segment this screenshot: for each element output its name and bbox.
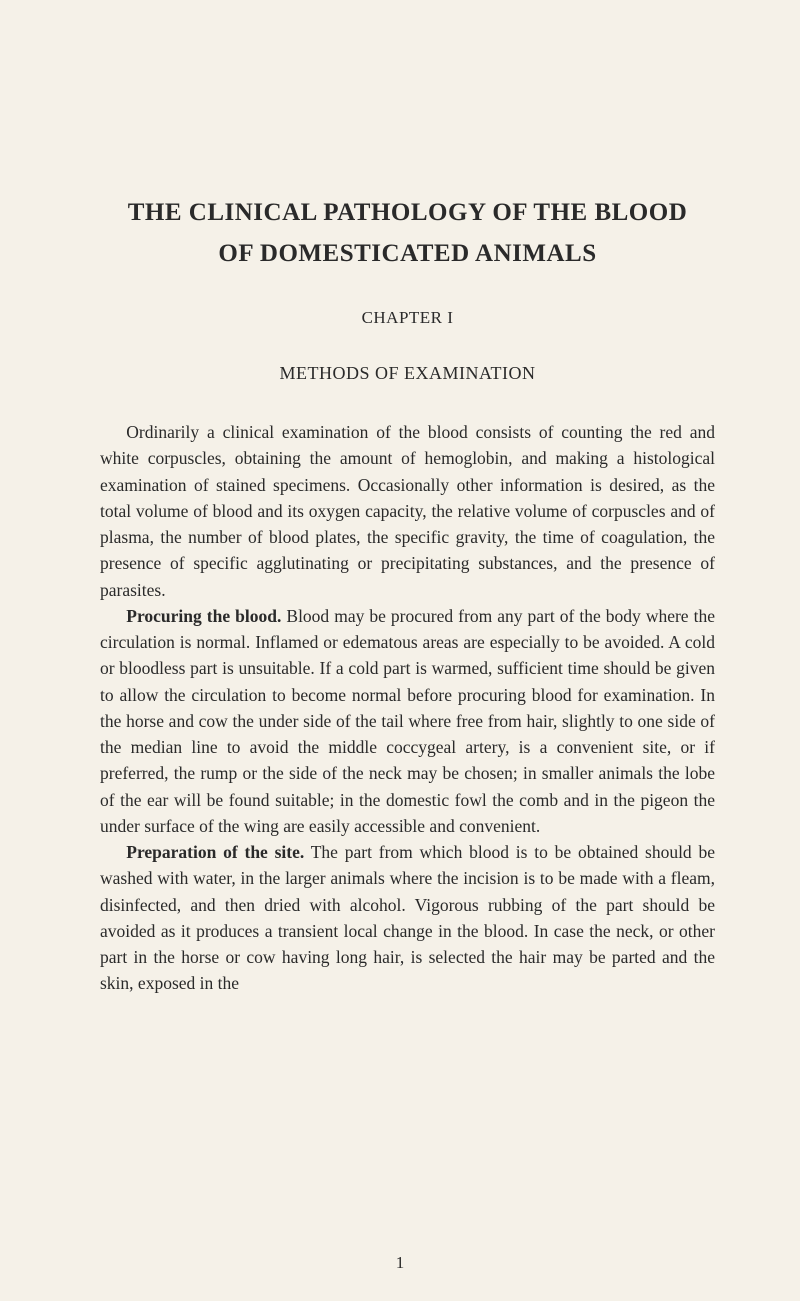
- paragraph-preparation: Preparation of the site. The part from w…: [100, 839, 715, 997]
- book-title-line1: THE CLINICAL PATHOLOGY OF THE BLOOD: [100, 195, 715, 230]
- chapter-label: CHAPTER I: [100, 308, 715, 328]
- run-in-heading-preparation: Preparation of the site.: [126, 842, 304, 862]
- paragraph-procuring: Procuring the blood. Blood may be procur…: [100, 603, 715, 839]
- section-heading: METHODS OF EXAMINATION: [100, 363, 715, 384]
- paragraph-intro: Ordinarily a clinical examination of the…: [100, 419, 715, 603]
- run-in-heading-procuring: Procuring the blood.: [126, 606, 281, 626]
- paragraph-procuring-body: Blood may be procured from any part of t…: [100, 606, 715, 836]
- paragraph-preparation-body: The part from which blood is to be obtai…: [100, 842, 715, 993]
- book-title-line2: OF DOMESTICATED ANIMALS: [100, 240, 715, 268]
- page-number: 1: [0, 1253, 800, 1273]
